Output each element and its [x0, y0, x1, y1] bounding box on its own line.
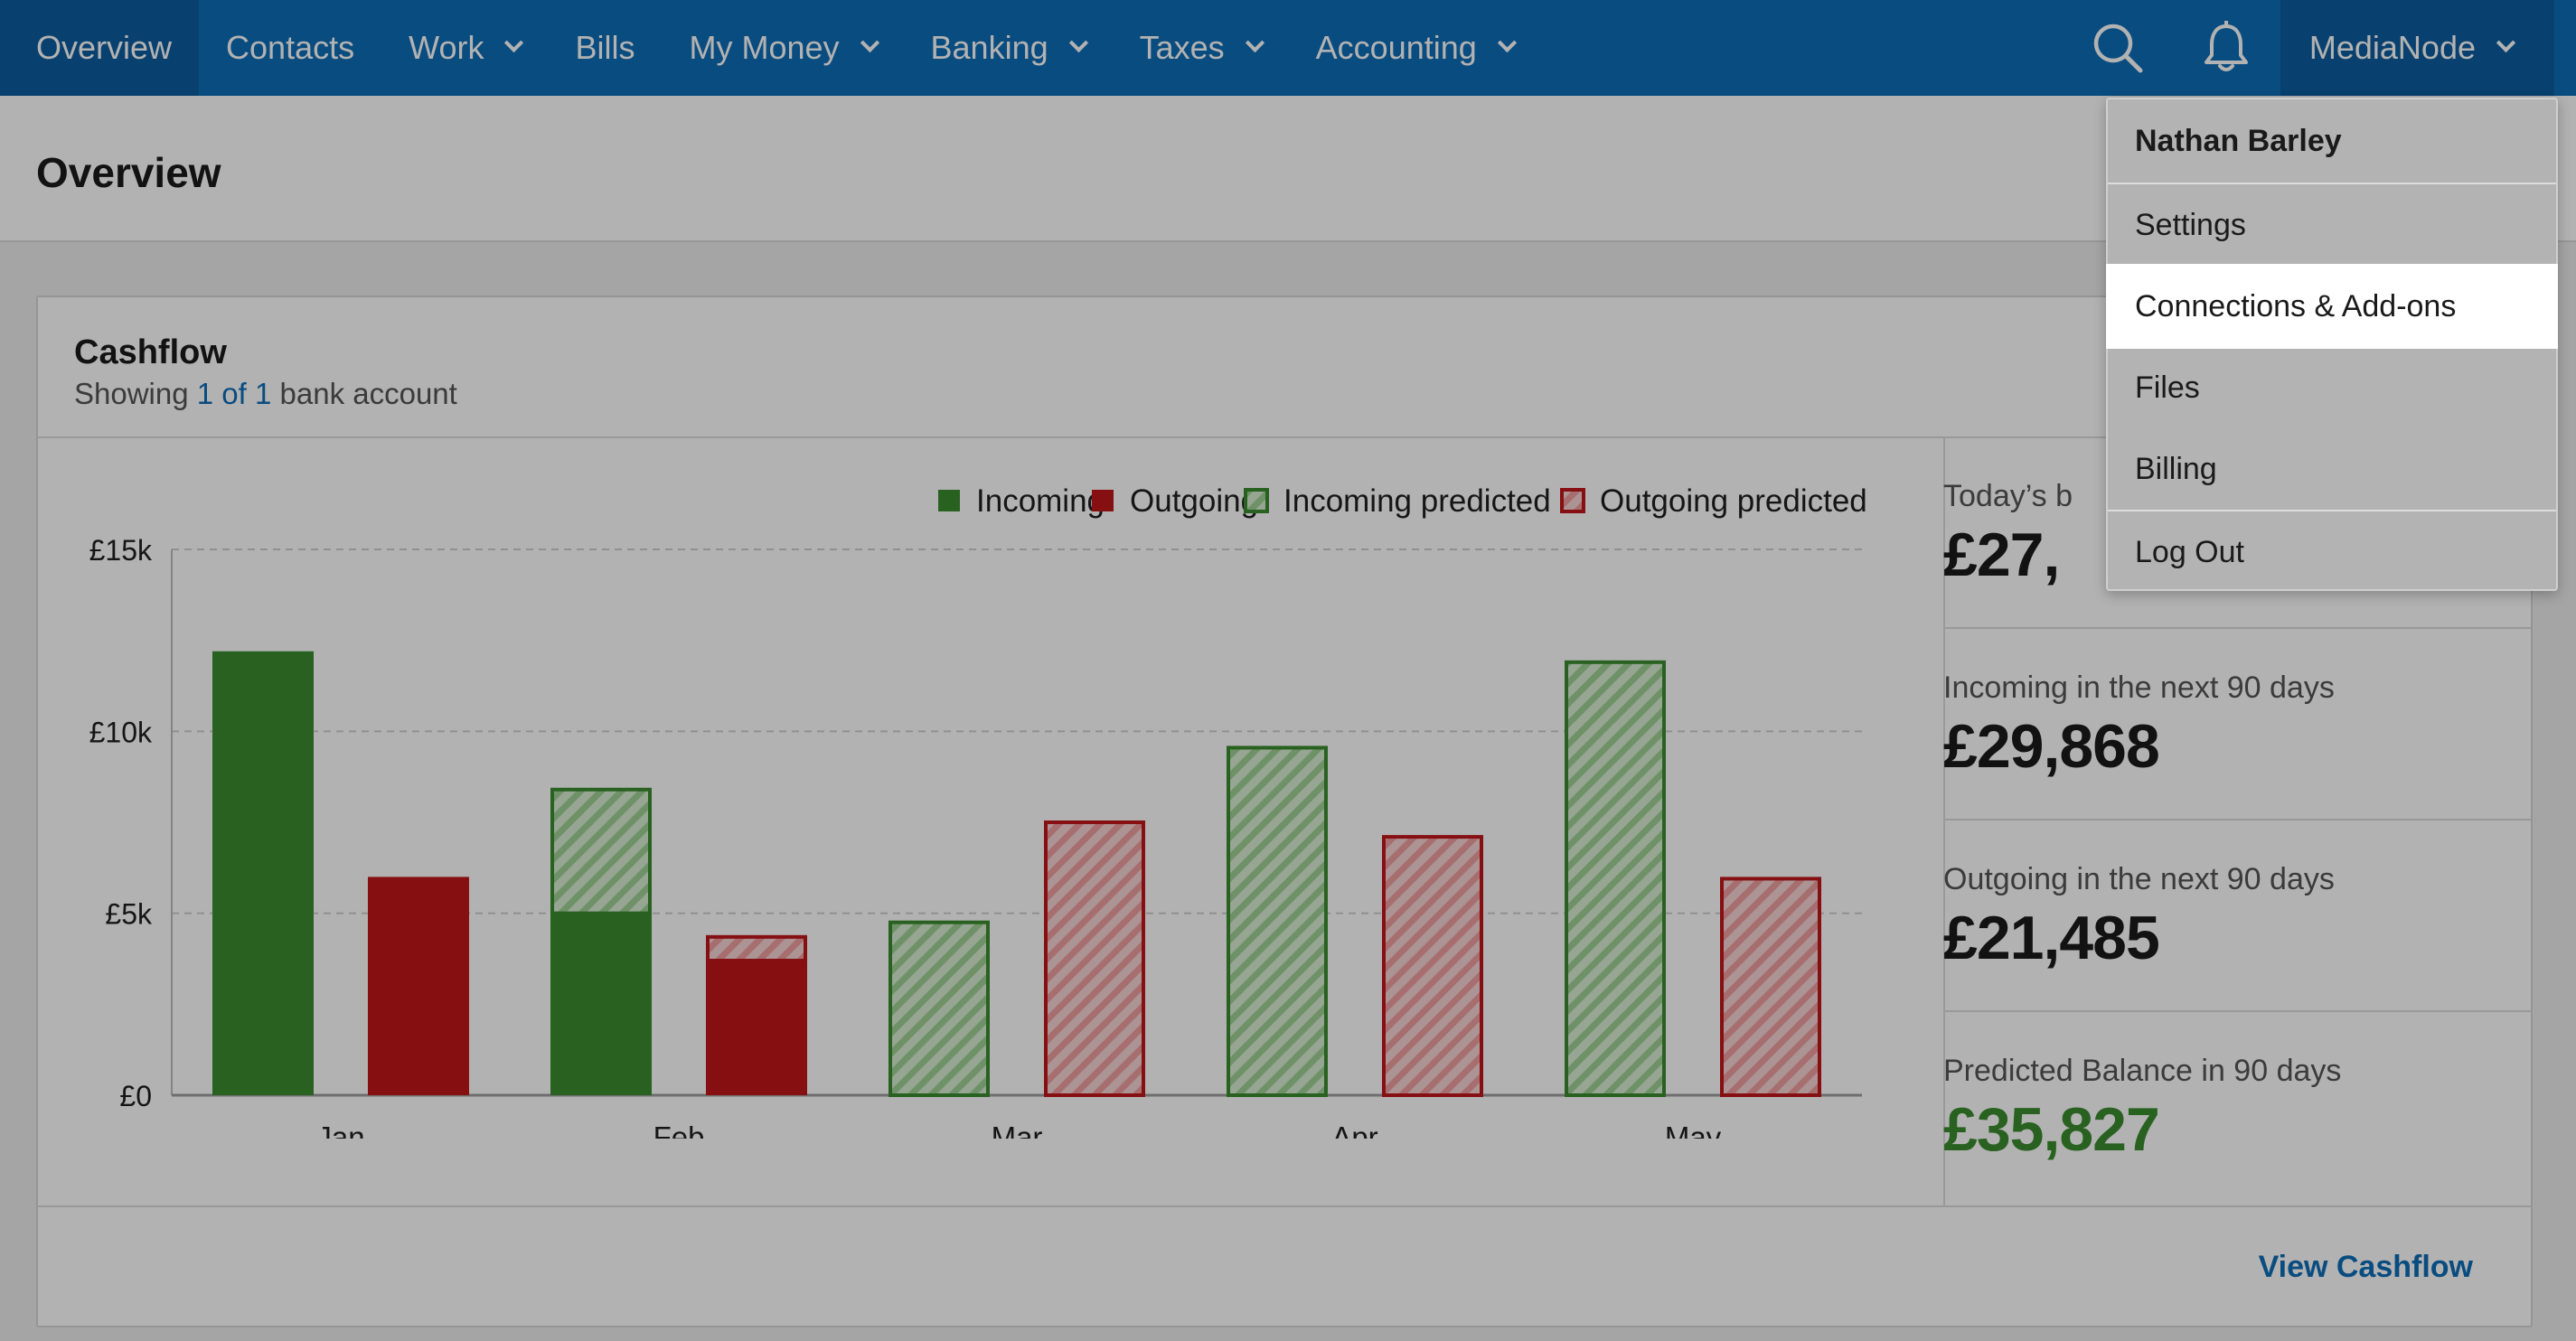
menu-item-log-out[interactable]: Log Out	[2135, 534, 2244, 569]
x-tick-label: Feb	[653, 1121, 705, 1139]
nav-accounting[interactable]: Accounting	[1289, 0, 1541, 96]
account-label: MediaNode	[2308, 29, 2476, 66]
subtitle-suffix: bank account	[279, 377, 457, 410]
nav-label: Overview	[36, 29, 173, 66]
stat-value: £21,485	[1943, 904, 2160, 972]
stat-label: Outgoing in the next 90 days	[1943, 862, 2335, 896]
view-cashflow-link[interactable]: View Cashflow	[2258, 1250, 2473, 1284]
bank-account-count-link[interactable]: 1 of 1	[196, 377, 272, 410]
page-title: Overview	[36, 149, 221, 196]
legend-label: Incoming	[976, 483, 1105, 519]
bar-incoming-predicted	[1565, 660, 1666, 1098]
nav-banking[interactable]: Banking	[904, 0, 1113, 96]
bar-outgoing-predicted	[1044, 820, 1145, 1097]
nav-label: Work	[409, 29, 484, 66]
bell-icon	[2204, 21, 2248, 71]
menu-item-settings[interactable]: Settings	[2135, 207, 2246, 242]
legend-item: Outgoing	[1092, 483, 1258, 519]
bar-outgoing-predicted	[706, 934, 807, 963]
y-tick-label: £15k	[89, 534, 153, 567]
nav-label: Bills	[575, 29, 635, 66]
subtitle-prefix: Showing	[74, 377, 189, 410]
nav-label: Contacts	[226, 29, 355, 66]
y-tick-label: £0	[119, 1080, 152, 1112]
bar-outgoing	[368, 877, 469, 1095]
divider	[1943, 819, 2531, 821]
legend-label: Incoming predicted	[1283, 483, 1551, 519]
card-title: Cashflow	[74, 333, 227, 371]
menu-item-files[interactable]: Files	[2135, 370, 2200, 405]
nav-my-money[interactable]: My Money	[662, 0, 903, 96]
divider	[2108, 510, 2556, 511]
stat-value: £29,868	[1943, 712, 2160, 781]
account-dropdown-menu: Nathan Barley Settings Connections & Add…	[2106, 98, 2558, 591]
chart-x-labels: Jan Feb Mar Apr May	[316, 1121, 1721, 1139]
stat-value: £35,827	[1943, 1095, 2160, 1164]
card-subtitle: Showing 1 of 1 bank account	[74, 377, 457, 411]
search-button[interactable]	[2064, 0, 2172, 96]
stat-value: £27,	[1943, 520, 2060, 589]
stat-incoming: Incoming in the next 90 days £29,868	[1943, 670, 2486, 782]
chart-bars	[212, 651, 1821, 1098]
legend-item: Incoming predicted	[1244, 483, 1551, 519]
menu-item-connections-add-ons[interactable]: Connections & Add-ons	[2108, 266, 2556, 347]
stat-label: Predicted Balance in 90 days	[1943, 1054, 2342, 1088]
chart-legend: Incoming Outgoing Incoming predicted Outgoi…	[938, 483, 1867, 519]
nav-label: Banking	[930, 29, 1048, 66]
nav-taxes[interactable]: Taxes	[1113, 0, 1289, 96]
cashflow-chart: Incoming Outgoing Incoming predicted Outgoi…	[89, 483, 1867, 1139]
stat-label: Incoming in the next 90 days	[1943, 670, 2335, 705]
nav-bills[interactable]: Bills	[548, 0, 662, 96]
divider	[1943, 438, 1945, 1205]
legend-label: Outgoing	[1130, 483, 1258, 519]
top-navigation: Overview Contacts Work Bills My Money Ba…	[0, 0, 2576, 96]
nav-work[interactable]: Work	[381, 0, 548, 96]
legend-item: Incoming	[938, 483, 1105, 519]
notifications-button[interactable]	[2172, 0, 2280, 96]
nav-label: My Money	[689, 29, 840, 66]
bar-incoming-predicted	[550, 787, 652, 915]
account-menu-button[interactable]: MediaNode	[2280, 0, 2554, 96]
y-tick-label: £5k	[105, 898, 153, 931]
x-tick-label: May	[1665, 1121, 1722, 1139]
menu-item-billing[interactable]: Billing	[2135, 451, 2217, 486]
stat-outgoing: Outgoing in the next 90 days £21,485	[1943, 862, 2486, 973]
legend-item: Outgoing predicted	[1560, 483, 1867, 519]
legend-swatch	[938, 490, 960, 511]
legend-swatch	[1092, 490, 1114, 511]
bar-incoming	[550, 913, 652, 1095]
legend-swatch	[1244, 488, 1269, 513]
x-tick-label: Mar	[992, 1121, 1043, 1139]
divider	[1943, 1010, 2531, 1012]
divider	[38, 1205, 2531, 1207]
bar-outgoing-predicted	[1382, 835, 1483, 1097]
bar-outgoing-predicted	[1720, 877, 1821, 1097]
stat-label: Today’s b	[1943, 479, 2073, 513]
legend-swatch	[1560, 488, 1585, 513]
bar-incoming	[212, 651, 314, 1095]
y-tick-label: £10k	[89, 716, 153, 748]
x-tick-label: Jan	[316, 1121, 364, 1139]
nav-overview[interactable]: Overview	[0, 0, 200, 96]
stat-todays-balance: Today’s b £27,	[1943, 479, 2486, 590]
x-tick-label: Apr	[1331, 1121, 1377, 1139]
bar-incoming-predicted	[1227, 746, 1328, 1097]
nav-label: Accounting	[1315, 29, 1477, 66]
bar-outgoing	[706, 961, 807, 1095]
stat-predicted-balance: Predicted Balance in 90 days £35,827	[1943, 1054, 2486, 1165]
search-icon	[2093, 23, 2143, 73]
nav-contacts[interactable]: Contacts	[199, 0, 381, 96]
legend-label: Outgoing predicted	[1600, 483, 1867, 519]
account-user-name: Nathan Barley	[2108, 99, 2556, 184]
bar-incoming-predicted	[888, 920, 990, 1097]
divider	[38, 436, 2531, 438]
divider	[1943, 627, 2531, 629]
nav-label: Taxes	[1139, 29, 1225, 66]
